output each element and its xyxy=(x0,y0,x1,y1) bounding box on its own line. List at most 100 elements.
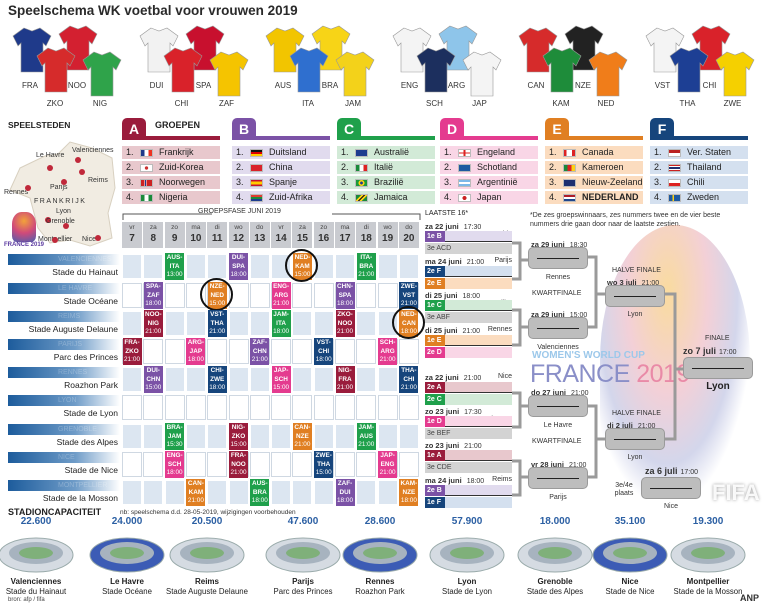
group-letter: B xyxy=(232,118,256,140)
schedule-cell xyxy=(122,254,142,279)
schedule-cell xyxy=(313,424,334,449)
match-sch-arg[interactable]: SCH- ARG 21:00 xyxy=(378,338,398,365)
schedule-cell xyxy=(207,339,228,364)
match-place: Parijs xyxy=(549,494,567,501)
match-jap-sch[interactable]: JAP- SCH 15:00 xyxy=(271,366,291,393)
match-zko-noo[interactable]: ZKO- NOO 21:00 xyxy=(335,310,355,337)
match-can-kam[interactable]: CAN- KAM 21:00 xyxy=(186,479,206,506)
group-team-row: 3. Nieuw-Zeeland xyxy=(545,176,643,189)
match-jap-eng[interactable]: JAP- ENG 21:00 xyxy=(378,451,398,478)
final-date: zo 7 juli xyxy=(683,346,717,356)
schedule-cell xyxy=(377,283,398,308)
fra-flag-icon xyxy=(140,148,153,157)
match-fra-zko[interactable]: FRA- ZKO 21:00 xyxy=(122,338,142,365)
match-chi-zwe[interactable]: CHI- ZWE 18:00 xyxy=(207,366,227,393)
kit-tha-shirt xyxy=(669,47,708,93)
day-name: di xyxy=(363,224,369,231)
schedule-cell xyxy=(185,254,206,279)
match-jam-ita[interactable]: JAM- ITA 18:00 xyxy=(271,310,291,337)
group-team-row: 4. Japan xyxy=(440,191,538,204)
group-letter: F xyxy=(650,118,674,140)
logo-line1: WOMEN'S WORLD CUP xyxy=(532,350,645,361)
match-header: ma 24 juni 18:00 Reims xyxy=(425,476,512,485)
group-tab-c[interactable]: C xyxy=(337,118,435,140)
venue-name: Roazhon Park xyxy=(64,380,118,390)
team-rank: 4. xyxy=(236,192,244,202)
nga-flag-icon xyxy=(140,193,153,202)
match-kam-nze[interactable]: KAM- NZE 18:00 xyxy=(399,479,419,506)
stadium-valenciennes-image xyxy=(0,537,74,573)
team-name: NEDERLAND xyxy=(582,192,639,202)
match-can-nze[interactable]: CAN- NZE 21:00 xyxy=(292,423,312,450)
group-tab-f[interactable]: F xyxy=(650,118,748,140)
match-fra-noo[interactable]: FRA- NOO 21:00 xyxy=(229,451,248,478)
match-jam-aus[interactable]: JAM- AUS 21:00 xyxy=(356,423,376,450)
match-time: 21:00 xyxy=(568,462,587,469)
city-marker-icon xyxy=(47,165,53,171)
eng-flag-icon xyxy=(458,148,471,157)
match-eng-arg[interactable]: ENG- ARG 21:00 xyxy=(271,282,291,309)
match-tha-chi[interactable]: THA- CHI 21:00 xyxy=(399,366,419,393)
stadium-city: Lyon xyxy=(457,577,477,586)
match-team: ARG- xyxy=(187,339,205,346)
group-tab-a[interactable]: A xyxy=(122,118,220,140)
kit-label: CHI xyxy=(702,81,717,90)
group-team-row: 4. Nigeria xyxy=(122,191,220,204)
stadium-name: Roazhon Park xyxy=(355,587,405,596)
match-chn-spa[interactable]: CHN- SPA 18:00 xyxy=(335,282,355,309)
match-header: za 29 juni 15:00 xyxy=(531,310,587,319)
group-team-row: 4. Jamaica xyxy=(337,191,435,204)
match-nig-fra[interactable]: NIG- FRA 21:00 xyxy=(335,366,355,393)
day-name: do xyxy=(256,224,264,231)
match-eng-sch[interactable]: ENG- SCH 18:00 xyxy=(165,451,185,478)
match-arg-jap[interactable]: ARG- JAP 18:00 xyxy=(186,338,206,365)
match-dui-chn[interactable]: DUI- CHN 15:00 xyxy=(143,366,163,393)
match-zwe-vst[interactable]: ZWE- VST 21:00 xyxy=(399,282,419,309)
match-spa-zaf[interactable]: SPA- ZAF 18:00 xyxy=(143,282,163,309)
schedule-title: GROEPSFASE JUNI 2019 xyxy=(198,208,281,215)
match-noo-nig[interactable]: NOO- NIG 21:00 xyxy=(143,310,163,337)
match-bra-jam[interactable]: BRA- JAM 15:30 xyxy=(165,423,185,450)
match-time: 21:00 xyxy=(462,328,481,335)
stadium-city: Valenciennes xyxy=(10,577,62,586)
match-team: CHN xyxy=(146,375,161,383)
group-tab-d[interactable]: D xyxy=(440,118,538,140)
group-team-row: 4. NEDERLAND xyxy=(545,191,643,204)
third-date: za 6 juli xyxy=(645,466,678,476)
group-team-row: 2. Thailand xyxy=(650,161,748,174)
group-team-row: 1. Ver. Staten xyxy=(650,146,748,159)
match-vst-chi[interactable]: VST- CHI 18:00 xyxy=(314,338,334,365)
team-rank: 2. xyxy=(341,162,349,172)
group-team-row: 1. Frankrijk xyxy=(122,146,220,159)
group-letter: C xyxy=(337,118,361,140)
group-tab-e[interactable]: E xyxy=(545,118,643,140)
schedule-cell xyxy=(313,395,334,420)
group-tab-b[interactable]: B xyxy=(232,118,330,140)
match-zwe-tha[interactable]: ZWE- THA 15:00 xyxy=(314,451,334,478)
day-name: wo xyxy=(383,224,392,231)
match-ita-bra[interactable]: ITA- BRA 21:00 xyxy=(356,253,376,280)
match-zaf-dui[interactable]: ZAF- DUI 18:00 xyxy=(335,479,355,506)
match-dui-spa[interactable]: DUI- SPA 18:00 xyxy=(229,253,248,280)
venue-name: Stade Auguste Delaune xyxy=(28,324,118,334)
final-time: 17:00 xyxy=(719,349,737,356)
day-number: 10 xyxy=(190,233,202,244)
stadium-capacity: 57.900 xyxy=(451,516,483,527)
match-nig-zko[interactable]: NIG- ZKO 15:00 xyxy=(229,423,248,450)
schedule-cell xyxy=(249,452,270,477)
match-place: Rennes xyxy=(487,326,512,333)
match-team: NZE xyxy=(295,432,309,440)
schedule-cell xyxy=(164,283,185,308)
match-aus-ita[interactable]: AUS- ITA 13:00 xyxy=(165,253,185,280)
match-aus-bra[interactable]: AUS- BRA 18:00 xyxy=(250,479,270,506)
group-team-row: 4. Zuid-Afrika xyxy=(232,191,330,204)
match-zaf-chn[interactable]: ZAF- CHN 21:00 xyxy=(250,338,270,365)
match-team: CHN xyxy=(252,347,267,355)
group-letter: D xyxy=(440,118,464,140)
team-rank: 4. xyxy=(126,192,134,202)
match-team: VST- xyxy=(316,339,331,346)
match-vst-tha[interactable]: VST- THA 21:00 xyxy=(207,310,227,337)
match-team: ARG xyxy=(273,291,289,299)
match-time: 21:00 xyxy=(230,469,247,477)
match-date: za 22 juni xyxy=(425,373,459,382)
